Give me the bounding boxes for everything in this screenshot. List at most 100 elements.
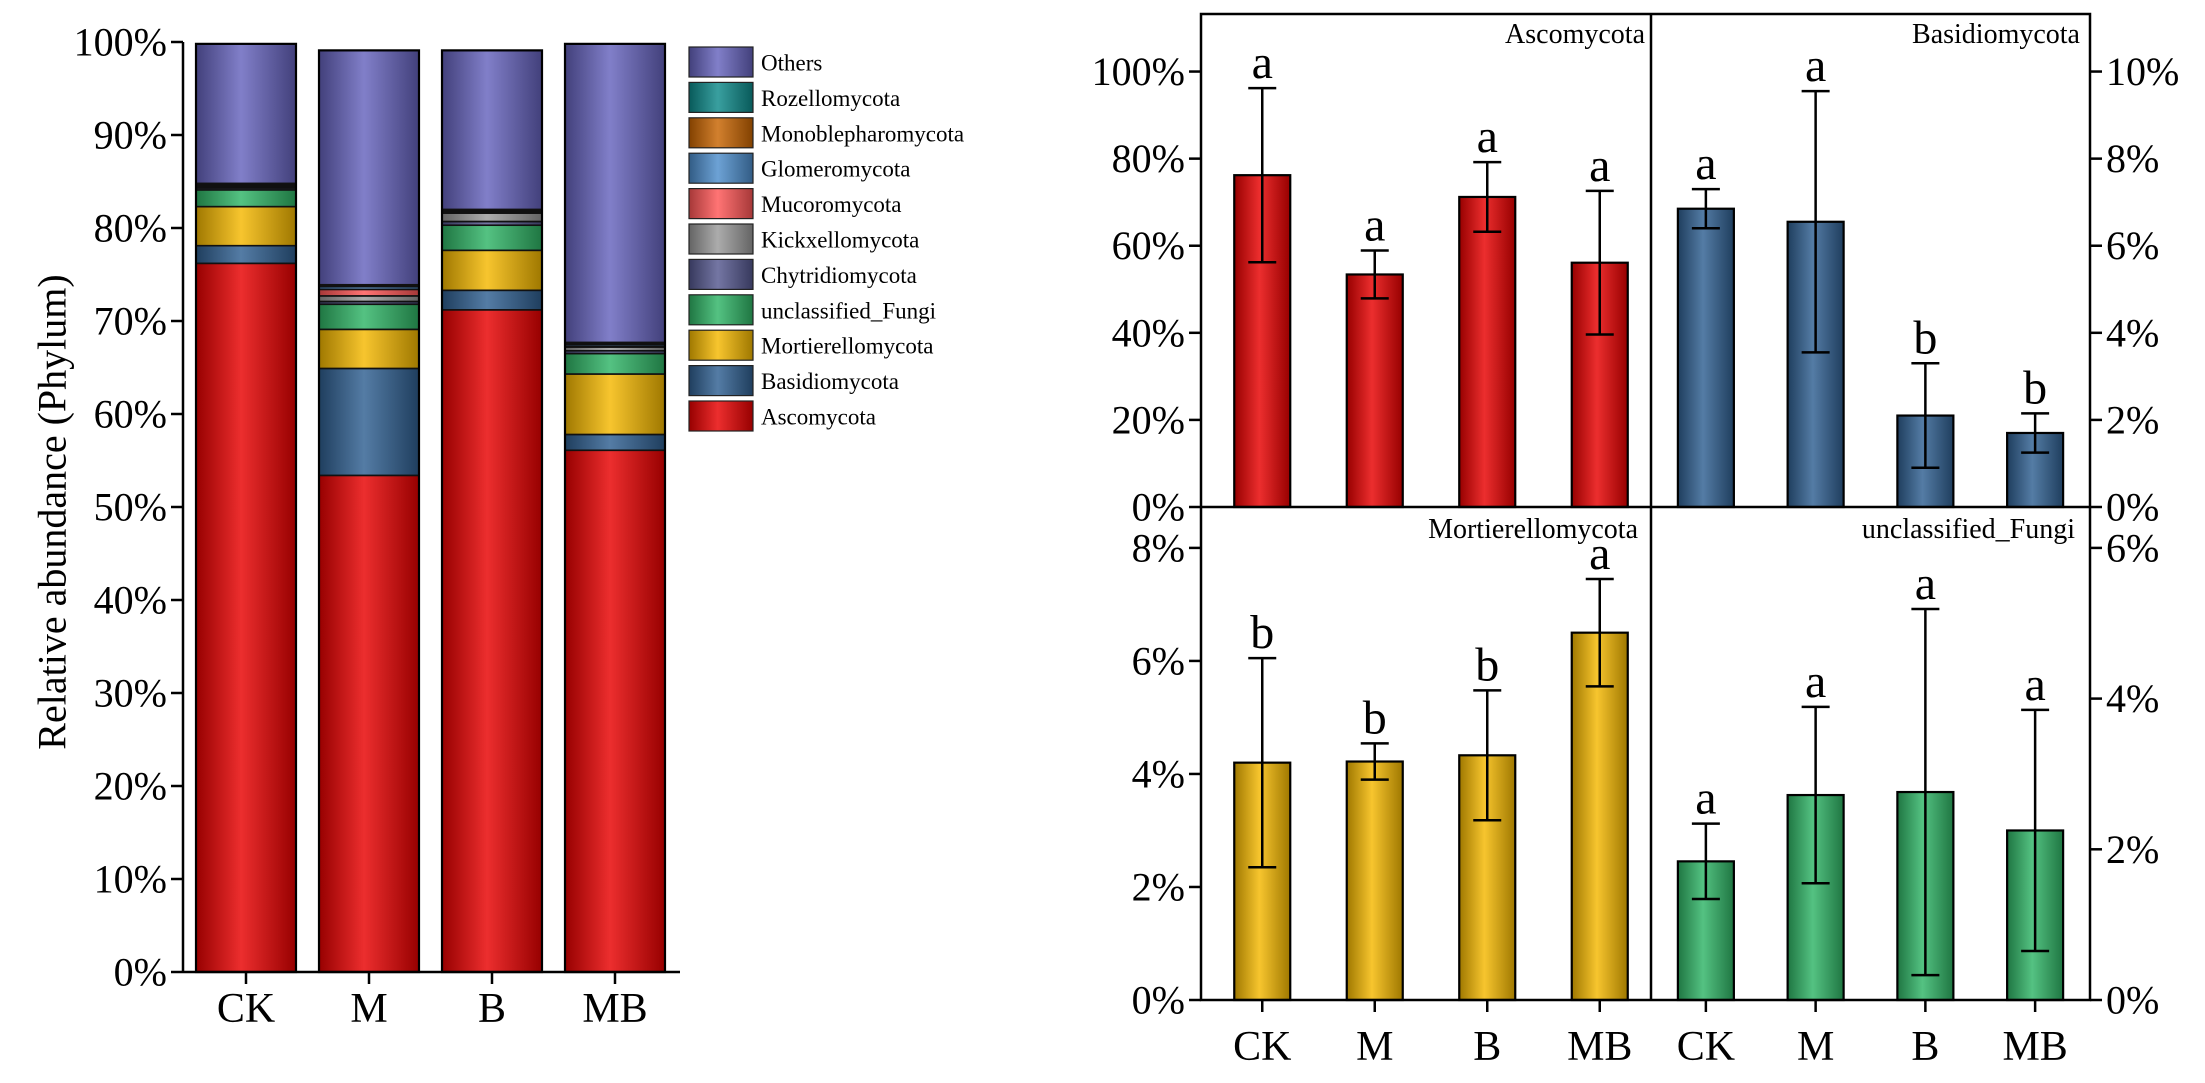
y-tick-label: 6% — [2106, 525, 2159, 570]
x-tick-label-mb: MB — [582, 986, 647, 1032]
x-tick-label-m: M — [1356, 1024, 1393, 1070]
stack-segment-unclassified-fungi-ck — [195, 189, 297, 208]
stack-segment-others-mb — [564, 43, 666, 344]
stack-segment-mucoromycota-m — [318, 288, 420, 297]
y-tick-label: 40% — [94, 578, 167, 623]
stack-segment-ascomycota-ck — [195, 262, 297, 973]
stack-segment-unclassified-fungi-b — [441, 224, 543, 252]
stack-segment-ascomycota-m — [318, 474, 420, 973]
stack-segment-kickxellomycota-b — [441, 212, 543, 223]
y-tick-label: 4% — [1132, 751, 1185, 796]
y-tick-label: 30% — [94, 671, 167, 716]
x-tick-label-ck: CK — [1677, 1024, 1735, 1070]
legend-label-mucoromycota: Mucoromycota — [761, 192, 902, 217]
stack-segment-basidiomycota-mb — [564, 433, 666, 452]
stack-segment-basidiomycota-b — [441, 289, 543, 311]
stack-segment-kickxellomycota-m — [318, 295, 420, 303]
significance-label-ascomycota-b: a — [1477, 110, 1498, 163]
panel-unclassified-fungi: unclassified_Fungi a CK a Ma Ba MB 0% 2% 4% 6% — [1677, 514, 2160, 1070]
y-tick-label: 0% — [2106, 978, 2159, 1023]
y-tick-label: 0% — [2106, 485, 2159, 530]
significance-label-unclassified-fungi-mb: a — [2024, 658, 2045, 711]
x-tick-label-m: M — [350, 986, 387, 1032]
significance-label-basidiomycota-mb: b — [2023, 361, 2047, 414]
legend-label-others: Others — [761, 51, 822, 76]
stack-segment-basidiomycota-m — [318, 367, 420, 477]
x-tick-label-mb: MB — [1567, 1024, 1632, 1070]
legend-swatch-kickxellomycota — [688, 223, 754, 255]
y-tick-label: 80% — [94, 206, 167, 251]
y-tick-label: 100% — [74, 20, 167, 65]
legend-swatch-ascomycota — [688, 400, 754, 432]
legend-swatch-glomeromycota — [688, 152, 754, 184]
bar-ascomycota-b — [1458, 195, 1517, 509]
y-tick-label: 90% — [94, 113, 167, 158]
x-tick-label-b: B — [1911, 1024, 1939, 1070]
y-tick-label: 8% — [2106, 136, 2159, 181]
stacked-bars — [194, 42, 667, 974]
y-tick-label: 60% — [94, 392, 167, 437]
legend-label-basidiomycota: Basidiomycota — [761, 369, 899, 394]
y-tick-label: 0% — [114, 950, 167, 995]
y-axis-label: Relative abundance (Phylum) — [30, 274, 75, 749]
stack-segment-unclassified-fungi-mb — [564, 352, 666, 375]
y-tick-label: 6% — [2106, 223, 2159, 268]
significance-label-basidiomycota-ck: a — [1695, 137, 1716, 190]
y-tick-label: 2% — [1132, 864, 1185, 909]
stack-segment-others-ck — [195, 43, 297, 185]
y-tick-label: 20% — [1112, 397, 1185, 442]
x-tick-label-mb: MB — [2002, 1024, 2067, 1070]
stack-segment-ascomycota-b — [441, 309, 543, 973]
stack-segment-others-b — [441, 49, 543, 211]
bar-ascomycota-m — [1345, 273, 1404, 509]
y-tick-label: 4% — [2106, 676, 2159, 721]
y-tick-label: 6% — [1132, 638, 1185, 683]
legend-swatch-unclassified-fungi — [688, 294, 754, 326]
y-tick-label: 0% — [1132, 978, 1185, 1023]
bar-mortierellomycota-m — [1345, 760, 1404, 1002]
significance-label-mortierellomycota-m: b — [1363, 691, 1387, 744]
legend-swatch-monoblepharomycota — [688, 117, 754, 149]
y-tick-label: 60% — [1112, 223, 1185, 268]
stacked-axes: CK M B MB0%10%20%30%40%50%60%70%80%90%100% — [74, 20, 680, 1032]
significance-label-basidiomycota-b: b — [1913, 311, 1937, 364]
panel-ascomycota: Ascomycota a a a a 0% 20% 40% 60% 80% 100% — [1092, 19, 1646, 530]
y-tick-label: 20% — [94, 764, 167, 809]
y-tick-label: 100% — [1092, 49, 1185, 94]
y-tick-label: 2% — [2106, 827, 2159, 872]
legend-swatch-rozellomycota — [688, 81, 754, 114]
panel-title-ascomycota: Ascomycota — [1505, 19, 1646, 50]
significance-label-ascomycota-mb: a — [1589, 139, 1610, 192]
stack-segment-mortierellomycota-mb — [564, 373, 666, 436]
panel-frame — [1199, 12, 2092, 1002]
y-tick-label: 50% — [94, 485, 167, 530]
stack-segment-mortierellomycota-ck — [195, 205, 297, 247]
y-tick-label: 40% — [1112, 310, 1185, 355]
legend: Others Rozellomycota Monoblepharomycota Glo… — [688, 46, 964, 432]
panel-basidiomycota: Basidiomycota a a b b 0% 2% 4% 6% 8% 10% — [1676, 19, 2179, 530]
y-tick-label: 2% — [2106, 397, 2159, 442]
legend-swatch-mucoromycota — [688, 188, 754, 220]
stack-segment-ascomycota-mb — [564, 449, 666, 973]
legend-label-unclassified-fungi: unclassified_Fungi — [761, 298, 936, 323]
significance-label-ascomycota-ck: a — [1252, 36, 1273, 89]
y-tick-label: 80% — [1112, 136, 1185, 181]
bar-mortierellomycota-mb — [1570, 631, 1629, 1002]
legend-swatch-mortierellomycota — [688, 329, 754, 361]
significance-label-unclassified-fungi-b: a — [1915, 557, 1936, 610]
significance-label-mortierellomycota-mb: a — [1589, 527, 1610, 580]
y-tick-label: 10% — [2106, 49, 2179, 94]
x-tick-label-b: B — [1473, 1024, 1501, 1070]
panel-title-basidiomycota: Basidiomycota — [1912, 19, 2081, 50]
x-tick-label-ck: CK — [1233, 1024, 1291, 1070]
panel-mortierellomycota: Mortierellomycota b CK b Mb Ba MB 0% 2% 4% 6% 8% — [1132, 514, 1639, 1070]
stack-segment-basidiomycota-ck — [195, 244, 297, 265]
panel-title-unclassified-fungi: unclassified_Fungi — [1862, 514, 2075, 545]
stack-segment-mortierellomycota-b — [441, 249, 543, 292]
y-tick-label: 4% — [2106, 310, 2159, 355]
x-tick-label-m: M — [1797, 1024, 1834, 1070]
panel-title-mortierellomycota: Mortierellomycota — [1428, 514, 1639, 545]
legend-swatch-others — [688, 46, 754, 78]
significance-label-ascomycota-m: a — [1364, 199, 1385, 252]
